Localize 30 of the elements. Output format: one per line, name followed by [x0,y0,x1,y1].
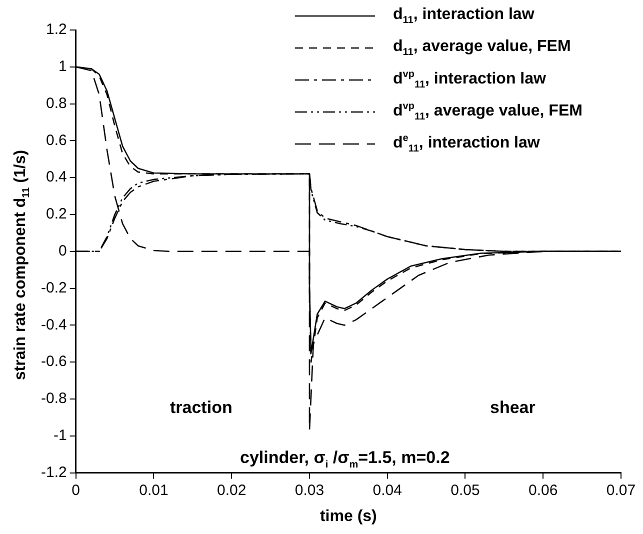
x-tick-label: 0.01 [139,482,168,499]
y-tick-label: -1.2 [40,464,67,481]
x-tick-label: 0.03 [294,482,324,499]
legend-label: d$_{11}$, interaction law [393,6,534,26]
y-tick-label: 0 [58,242,67,260]
x-tick-label: 0.02 [217,482,246,499]
y-tick-label: 0.6 [46,132,67,149]
y-tick-label: -1 [54,427,67,444]
y-tick-label: 0.8 [46,94,67,112]
x-tick-label: 0 [72,482,80,499]
annotation: cylinder, σ$_{i}$ /σ$_{m}$=1.5, m=0.2 [240,448,450,470]
y-tick-label: 1 [58,58,67,76]
legend-label: d$_{11}$, average value, FEM [393,38,571,58]
x-tick-label: 0.05 [450,482,480,499]
y-tick-label: -0.6 [40,353,67,370]
x-tick-label: 0.06 [528,482,558,499]
annotation: traction [170,398,232,418]
x-axis-title: time (s) [320,508,377,525]
annotation: shear [490,398,536,418]
y-tick-label: -0.2 [40,279,67,296]
legend-label: d$^{vp}$$_{11}$, average value, FEM [393,101,582,123]
y-tick-label: 0.2 [46,206,67,223]
x-tick-label: 0.04 [372,482,402,499]
y-tick-label: 1.2 [46,21,67,38]
x-tick-label: 0.07 [606,482,636,499]
y-tick-label: -0.4 [40,316,67,334]
legend-label: d$^{vp}$$_{11}$, interaction law [393,69,546,91]
y-tick-label: -0.8 [40,390,67,408]
y-tick-label: 0.4 [46,168,67,186]
legend-label: d$^{e}$$_{11}$, interaction law [393,133,540,155]
